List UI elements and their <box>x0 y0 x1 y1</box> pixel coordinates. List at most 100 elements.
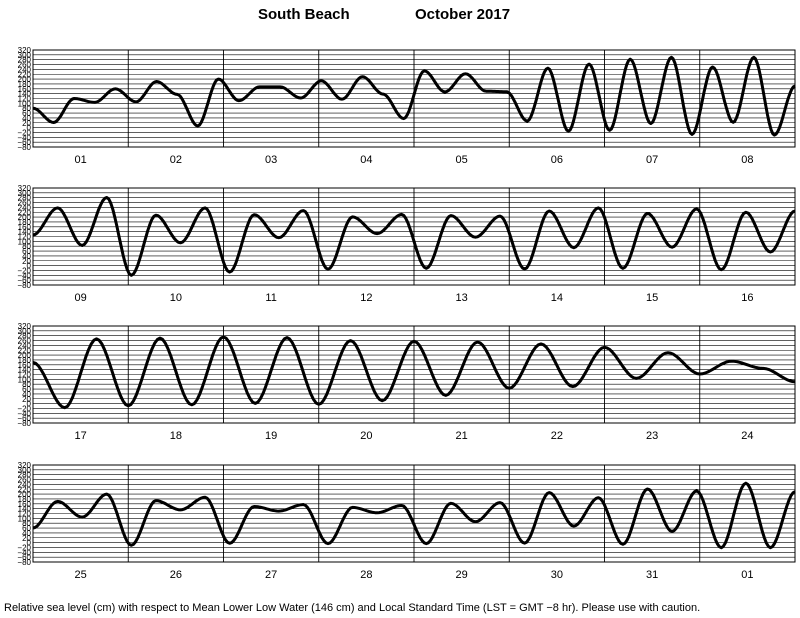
y-tick-label: 120 <box>18 371 32 380</box>
day-label: 31 <box>646 569 658 581</box>
day-label: 28 <box>360 569 372 581</box>
y-tick-label: 300 <box>18 327 32 336</box>
day-label: 19 <box>265 430 277 442</box>
y-tick-label: 60 <box>22 109 31 118</box>
y-tick-label: −80 <box>17 281 31 290</box>
y-tick-label: 40 <box>22 252 31 261</box>
y-tick-label: −60 <box>17 553 31 562</box>
day-label: 13 <box>456 292 468 304</box>
y-tick-label: 140 <box>18 505 32 514</box>
y-tick-label: −60 <box>17 276 31 285</box>
y-tick-label: 0 <box>27 400 32 409</box>
y-tick-label: −40 <box>17 548 31 557</box>
y-tick-label: 0 <box>27 262 32 271</box>
day-label: 24 <box>741 430 753 442</box>
day-label: 30 <box>551 569 563 581</box>
y-tick-label: 200 <box>18 75 32 84</box>
y-tick-label: 300 <box>18 466 32 475</box>
y-tick-label: 80 <box>22 242 31 251</box>
y-tick-label: 20 <box>22 119 31 128</box>
day-label: 26 <box>170 569 182 581</box>
y-tick-label: 280 <box>18 332 32 341</box>
y-tick-label: 120 <box>18 510 32 519</box>
y-tick-label: 260 <box>18 61 32 70</box>
day-label: 07 <box>646 154 658 166</box>
y-tick-label: 320 <box>18 46 32 55</box>
day-label: 08 <box>741 154 753 166</box>
y-tick-label: −20 <box>17 128 31 137</box>
y-tick-label: 320 <box>18 184 32 193</box>
y-tick-label: −40 <box>17 133 31 142</box>
panel-border <box>32 325 796 424</box>
y-tick-label: 0 <box>27 124 32 133</box>
day-label: 14 <box>551 292 563 304</box>
day-label: 11 <box>265 292 276 304</box>
y-tick-label: −20 <box>17 266 31 275</box>
y-tick-label: 240 <box>18 65 32 74</box>
y-tick-label: −40 <box>17 409 31 418</box>
day-label: 01 <box>741 569 753 581</box>
day-label: 20 <box>360 430 372 442</box>
y-tick-label: 280 <box>18 194 32 203</box>
y-tick-label: 180 <box>18 356 32 365</box>
y-tick-label: 260 <box>18 199 32 208</box>
y-tick-label: 180 <box>18 218 32 227</box>
y-tick-label: 180 <box>18 495 32 504</box>
y-tick-label: −20 <box>17 404 31 413</box>
tide-curve <box>32 196 796 277</box>
day-label: 16 <box>741 292 753 304</box>
y-tick-label: 240 <box>18 341 32 350</box>
day-label: 12 <box>360 292 372 304</box>
y-tick-label: 160 <box>18 85 32 94</box>
day-label: 05 <box>456 154 468 166</box>
y-tick-label: 40 <box>22 529 31 538</box>
y-tick-label: 280 <box>18 56 32 65</box>
y-tick-label: 260 <box>18 476 32 485</box>
panel-border <box>32 187 796 286</box>
tide-curve <box>32 335 796 410</box>
y-tick-label: −80 <box>17 558 31 567</box>
y-tick-label: 80 <box>22 380 31 389</box>
day-label: 22 <box>551 430 563 442</box>
y-tick-label: 240 <box>18 480 32 489</box>
day-label: 25 <box>75 569 87 581</box>
y-tick-label: 240 <box>18 203 32 212</box>
y-tick-label: −80 <box>17 419 31 428</box>
y-tick-label: 300 <box>18 189 32 198</box>
y-tick-label: 320 <box>18 322 32 331</box>
y-tick-label: 220 <box>18 208 32 217</box>
y-tick-label: 100 <box>18 514 32 523</box>
y-tick-label: 280 <box>18 471 32 480</box>
y-tick-label: 80 <box>22 519 31 528</box>
y-tick-label: 60 <box>22 247 31 256</box>
y-tick-label: 160 <box>18 500 32 509</box>
y-tick-label: 20 <box>22 395 31 404</box>
y-tick-label: −20 <box>17 543 31 552</box>
day-label: 27 <box>265 569 277 581</box>
y-tick-label: 200 <box>18 351 32 360</box>
y-tick-label: 100 <box>18 99 32 108</box>
y-tick-label: 220 <box>18 70 32 79</box>
day-label: 04 <box>360 154 372 166</box>
y-tick-label: −60 <box>17 414 31 423</box>
y-tick-label: 40 <box>22 114 31 123</box>
day-label: 15 <box>646 292 658 304</box>
y-tick-label: 20 <box>22 257 31 266</box>
chart-title-location: South Beach <box>258 6 350 23</box>
y-tick-label: 60 <box>22 385 31 394</box>
day-label: 21 <box>456 430 468 442</box>
day-label: 06 <box>551 154 563 166</box>
y-tick-label: 140 <box>18 90 32 99</box>
y-tick-label: 40 <box>22 390 31 399</box>
y-tick-label: 100 <box>18 237 32 246</box>
chart-footnote: Relative sea level (cm) with respect to … <box>4 602 701 614</box>
y-tick-label: 200 <box>18 213 32 222</box>
day-label: 03 <box>265 154 277 166</box>
y-tick-label: 20 <box>22 534 31 543</box>
day-label: 10 <box>170 292 182 304</box>
y-tick-label: 140 <box>18 228 32 237</box>
y-tick-label: 160 <box>18 361 32 370</box>
y-tick-label: 300 <box>18 51 32 60</box>
day-label: 18 <box>170 430 182 442</box>
tide-curve <box>32 55 796 137</box>
